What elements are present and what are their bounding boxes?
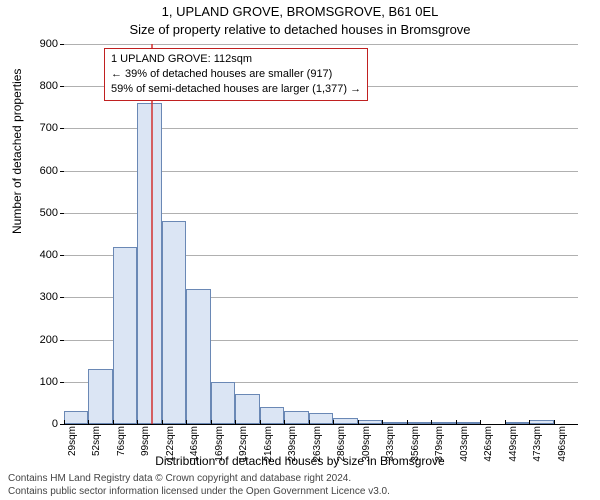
x-tick-label: 76sqm <box>116 426 127 456</box>
y-tick-mark <box>60 255 64 256</box>
x-tick-mark <box>162 420 163 424</box>
x-tick-mark <box>529 420 530 424</box>
x-tick-mark <box>284 420 285 424</box>
x-tick-label: 99sqm <box>140 426 151 456</box>
x-axis-label: Distribution of detached houses by size … <box>0 454 600 468</box>
footer-line-2: Contains public sector information licen… <box>8 486 390 499</box>
x-tick-mark <box>211 420 212 424</box>
x-tick-mark <box>554 420 555 424</box>
histogram-bar <box>186 289 210 424</box>
y-tick-mark <box>60 86 64 87</box>
y-tick-label: 400 <box>18 249 58 261</box>
x-tick-mark <box>235 420 236 424</box>
x-tick-mark <box>480 420 481 424</box>
y-tick-mark <box>60 297 64 298</box>
x-tick-mark <box>88 420 89 424</box>
chart-container: 1, UPLAND GROVE, BROMSGROVE, B61 0EL Siz… <box>0 0 600 500</box>
y-tick-label: 300 <box>18 291 58 303</box>
x-tick-mark <box>309 420 310 424</box>
x-tick-mark <box>382 420 383 424</box>
y-tick-label: 200 <box>18 334 58 346</box>
x-tick-mark <box>333 420 334 424</box>
histogram-bar <box>309 413 333 424</box>
y-tick-mark <box>60 171 64 172</box>
x-tick-mark <box>260 420 261 424</box>
footer-attribution: Contains HM Land Registry data © Crown c… <box>8 473 390 498</box>
x-tick-mark <box>431 420 432 424</box>
y-tick-label: 900 <box>18 38 58 50</box>
histogram-bar <box>284 411 308 424</box>
y-tick-mark <box>60 44 64 45</box>
x-tick-mark <box>505 420 506 424</box>
chart-title-address: 1, UPLAND GROVE, BROMSGROVE, B61 0EL <box>0 4 600 19</box>
infobox-line-smaller: ← 39% of detached houses are smaller (91… <box>111 67 361 82</box>
histogram-bar <box>235 394 259 424</box>
infobox-line-larger: 59% of semi-detached houses are larger (… <box>111 82 361 97</box>
marker-info-box: 1 UPLAND GROVE: 112sqm ← 39% of detached… <box>104 48 368 101</box>
histogram-bar <box>260 407 284 424</box>
plot-area: 0100200300400500600700800900 1 UPLAND GR… <box>64 44 578 424</box>
chart-subtitle: Size of property relative to detached ho… <box>0 22 600 37</box>
histogram-bar <box>113 247 137 424</box>
histogram-bar <box>64 411 88 424</box>
x-tick-label: 52sqm <box>91 426 102 456</box>
x-tick-mark <box>456 420 457 424</box>
x-tick-mark <box>137 420 138 424</box>
x-tick-mark <box>113 420 114 424</box>
histogram-bar <box>137 103 161 424</box>
x-tick-mark <box>358 420 359 424</box>
y-tick-mark <box>60 213 64 214</box>
y-tick-mark <box>60 128 64 129</box>
x-tick-mark <box>64 420 65 424</box>
histogram-bar <box>211 382 235 424</box>
footer-line-1: Contains HM Land Registry data © Crown c… <box>8 473 390 486</box>
x-tick-mark <box>186 420 187 424</box>
gridline <box>64 44 578 45</box>
y-tick-mark <box>60 340 64 341</box>
infobox-line-property: 1 UPLAND GROVE: 112sqm <box>111 52 361 67</box>
y-tick-label: 700 <box>18 122 58 134</box>
y-tick-mark <box>60 382 64 383</box>
y-tick-label: 600 <box>18 165 58 177</box>
y-tick-label: 800 <box>18 80 58 92</box>
x-tick-mark <box>407 420 408 424</box>
y-tick-label: 100 <box>18 376 58 388</box>
y-tick-label: 500 <box>18 207 58 219</box>
histogram-bar <box>88 369 112 424</box>
y-tick-label: 0 <box>18 418 58 430</box>
histogram-bar <box>162 221 186 424</box>
x-tick-label: 29sqm <box>67 426 78 456</box>
property-marker-line <box>151 44 153 424</box>
